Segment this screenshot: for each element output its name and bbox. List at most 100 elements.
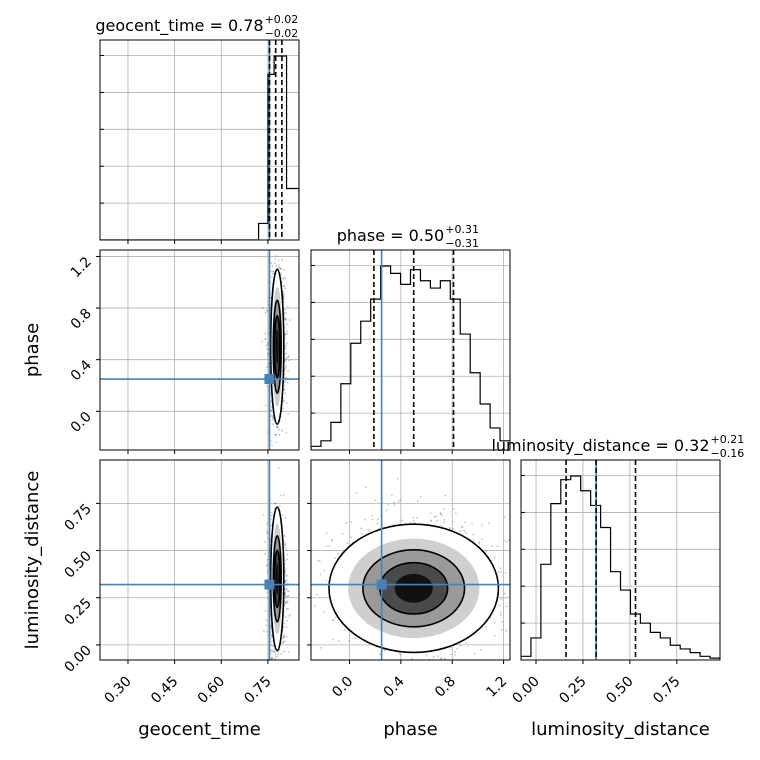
- sample-point: [280, 272, 282, 275]
- sample-point: [506, 605, 508, 608]
- sample-point: [494, 556, 496, 559]
- sample-point: [337, 552, 340, 555]
- sample-point: [271, 272, 274, 275]
- sample-point: [307, 621, 309, 623]
- x-axis-label-geocent_time: geocent_time: [138, 719, 261, 740]
- sample-point: [282, 297, 285, 300]
- sample-point: [270, 262, 273, 265]
- sample-point: [287, 595, 290, 598]
- sample-point: [284, 602, 287, 605]
- sample-point: [287, 412, 290, 415]
- sample-point: [284, 588, 287, 591]
- sample-point: [396, 660, 398, 662]
- sample-point: [345, 522, 348, 525]
- sample-point: [266, 532, 269, 535]
- sample-point: [285, 607, 288, 610]
- sample-point: [456, 647, 459, 650]
- sample-point: [376, 522, 379, 525]
- sample-point: [488, 522, 490, 525]
- sample-point: [288, 359, 291, 362]
- x-tick-label: 0.75: [650, 674, 683, 707]
- sample-point: [287, 356, 290, 359]
- histogram-luminosity_distance: [521, 460, 720, 660]
- sample-point: [401, 519, 404, 522]
- sample-point: [314, 605, 317, 607]
- x-tick-label: 0.4: [381, 673, 408, 700]
- sample-point: [282, 634, 285, 637]
- sample-point: [266, 385, 269, 388]
- sample-point: [419, 495, 422, 498]
- sample-point: [282, 291, 285, 293]
- sample-point: [318, 560, 321, 563]
- sample-point: [267, 352, 270, 355]
- sample-point: [277, 428, 280, 431]
- sample-point: [503, 516, 506, 519]
- sample-point: [278, 669, 280, 671]
- sample-point: [264, 338, 267, 340]
- sample-point: [283, 636, 286, 639]
- scatter-luminosity_distance-vs-geocent_time: [262, 466, 292, 671]
- sample-point: [285, 575, 288, 578]
- sample-point: [270, 409, 273, 412]
- sample-point: [272, 650, 275, 653]
- sample-point: [277, 259, 280, 262]
- title-plus: +0.02: [265, 13, 299, 26]
- sample-point: [411, 657, 414, 660]
- sample-point: [283, 325, 286, 328]
- sample-point: [528, 564, 530, 566]
- sample-point: [285, 596, 287, 599]
- sample-point: [416, 499, 419, 502]
- sample-point: [282, 293, 285, 296]
- sample-point: [265, 366, 268, 368]
- sample-point: [282, 285, 285, 288]
- sample-point: [465, 531, 467, 534]
- y-tick-label: 0.75: [61, 501, 94, 534]
- sample-point: [325, 545, 328, 548]
- sample-point: [389, 671, 391, 673]
- sample-point: [443, 518, 446, 521]
- scatter-luminosity_distance-vs-phase: [307, 477, 580, 673]
- sample-point: [283, 635, 286, 638]
- sample-point: [472, 533, 475, 536]
- sample-point: [435, 515, 438, 518]
- sample-point: [452, 507, 455, 510]
- sample-point: [325, 579, 328, 582]
- sample-point: [273, 648, 276, 651]
- sample-point: [499, 567, 502, 570]
- sample-point: [341, 533, 344, 535]
- sample-point: [578, 613, 580, 615]
- sample-point: [343, 628, 346, 631]
- sample-point: [504, 571, 507, 574]
- sample-point: [360, 533, 363, 536]
- sample-point: [281, 514, 284, 517]
- sample-point: [267, 431, 269, 433]
- sample-point: [435, 519, 438, 522]
- sample-point: [331, 540, 334, 542]
- histogram-phase: [311, 250, 510, 450]
- sample-point: [513, 597, 515, 599]
- sample-point: [272, 270, 275, 273]
- sample-point: [270, 514, 273, 517]
- sample-point: [265, 344, 268, 347]
- sample-point: [511, 591, 513, 593]
- sample-point: [289, 319, 291, 321]
- sample-point: [277, 263, 280, 266]
- sample-point: [264, 337, 267, 340]
- sample-point: [270, 634, 273, 636]
- sample-point: [262, 514, 265, 517]
- sample-point: [286, 600, 289, 603]
- sample-point: [285, 626, 288, 628]
- y-tick-label: 0.00: [61, 642, 94, 675]
- density-contour: [275, 562, 279, 595]
- sample-point: [464, 521, 467, 524]
- sample-point: [275, 433, 277, 436]
- sample-point: [328, 544, 331, 547]
- y-tick-label: 0.50: [61, 548, 94, 581]
- sample-point: [364, 518, 366, 521]
- sample-point: [286, 619, 288, 622]
- sample-point: [444, 494, 447, 497]
- sample-point: [283, 622, 285, 625]
- sample-point: [284, 347, 287, 350]
- sample-point: [323, 569, 326, 572]
- sample-point: [274, 434, 277, 436]
